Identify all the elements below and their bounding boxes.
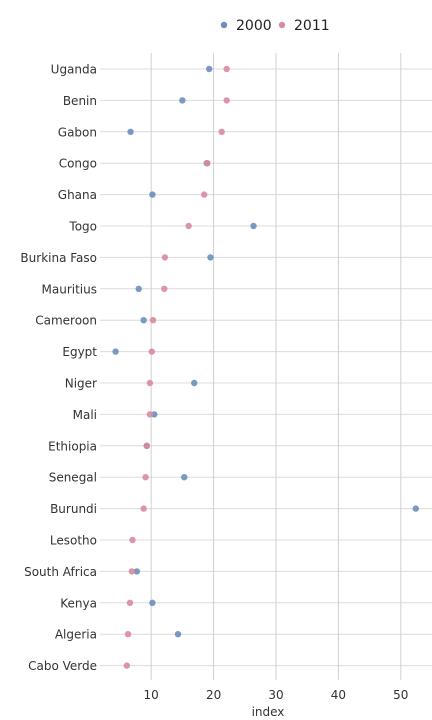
category-label: Algeria [55, 628, 97, 642]
data-point-2011 [149, 317, 157, 324]
category-label: Egypt [62, 345, 97, 359]
data-point-2011 [123, 662, 131, 669]
legend: 2000 2011 [220, 18, 330, 34]
data-point-2000 [206, 65, 213, 73]
data-point-2011 [161, 285, 168, 292]
legend-marker-2011 [278, 21, 286, 29]
data-point-2000 [133, 568, 141, 575]
x-axis-title: index [252, 705, 285, 719]
data-point-2011 [124, 631, 132, 638]
x-tick-label: 30 [268, 688, 283, 702]
category-labels: Uganda Benin Gabon Congo Ghana Togo Burkina Fa… [20, 63, 97, 674]
data-point-2011 [161, 254, 169, 261]
category-label: Kenya [60, 596, 97, 610]
legend-marker-2000 [220, 21, 228, 29]
category-label: Ghana [58, 188, 97, 202]
data-point-2000 [250, 222, 257, 230]
x-tick-labels: 10 20 30 40 50 [144, 688, 409, 702]
data-point-2011 [142, 474, 149, 481]
x-tick-label: 20 [206, 688, 221, 702]
data-point-2011 [140, 505, 147, 512]
data-point-2011 [128, 568, 136, 575]
data-point-2011 [204, 160, 211, 167]
category-label: Uganda [51, 63, 97, 77]
category-label: Cabo Verde [28, 659, 97, 673]
data-point-2011 [126, 599, 134, 606]
x-tick-label: 40 [331, 688, 346, 702]
data-points [112, 65, 419, 669]
data-point-2011 [201, 191, 208, 198]
data-point-2000 [191, 379, 198, 387]
data-point-2011 [146, 411, 154, 418]
data-point-2011 [129, 536, 136, 544]
category-label: Lesotho [50, 534, 97, 548]
data-point-2000 [149, 191, 156, 198]
data-point-2000 [181, 474, 188, 481]
category-label: Congo [59, 157, 97, 171]
data-point-2000 [127, 128, 134, 135]
data-point-2011 [146, 379, 154, 387]
data-point-2000 [140, 317, 147, 324]
data-point-2011 [218, 128, 225, 135]
data-point-2000 [135, 285, 142, 292]
data-point-2000 [112, 348, 119, 355]
data-point-2000 [207, 254, 214, 261]
category-label: Mauritius [42, 282, 97, 296]
data-point-2000 [174, 631, 182, 638]
category-label: Cameroon [35, 314, 97, 328]
data-point-2011 [223, 97, 230, 104]
category-label: Benin [63, 94, 97, 108]
x-tick-label: 50 [393, 688, 408, 702]
data-point-2000 [149, 599, 156, 606]
gridlines [100, 53, 432, 680]
data-point-2011 [223, 65, 230, 73]
data-point-2000 [412, 505, 419, 512]
category-label: South Africa [24, 565, 97, 579]
category-label: Burkina Faso [20, 251, 97, 265]
category-label: Gabon [58, 125, 97, 139]
data-point-2000 [179, 97, 186, 104]
category-label: Senegal [49, 471, 97, 485]
x-tick-label: 10 [144, 688, 159, 702]
category-label: Togo [68, 220, 97, 234]
category-label: Burundi [50, 502, 97, 516]
legend-label-2000: 2000 [236, 18, 272, 34]
category-label: Niger [65, 377, 97, 391]
data-point-2011 [148, 348, 155, 355]
category-label: Ethiopia [48, 439, 97, 453]
data-point-2011 [143, 442, 151, 449]
legend-label-2011: 2011 [294, 18, 330, 34]
data-point-2011 [185, 222, 192, 230]
category-label: Mali [73, 408, 97, 422]
